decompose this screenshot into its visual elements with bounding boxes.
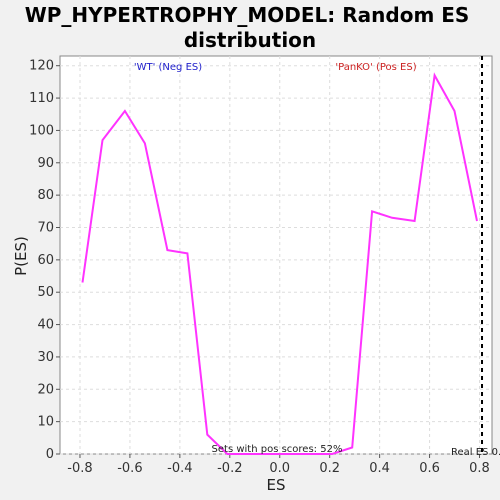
x-tick-label: 0.6 xyxy=(419,461,440,476)
y-tick-label: 50 xyxy=(37,285,54,300)
y-tick-label: 10 xyxy=(37,415,54,430)
x-tick-label: 0.4 xyxy=(369,461,390,476)
y-tick-label: 70 xyxy=(37,220,54,235)
y-tick-label: 40 xyxy=(37,318,54,333)
y-tick-label: 20 xyxy=(37,382,54,397)
x-tick-label: -0.8 xyxy=(67,461,92,476)
pos-scores-label: Sets with pos scores: 52% xyxy=(212,444,343,455)
y-tick-label: 0 xyxy=(46,447,54,462)
x-tick-label: 0.2 xyxy=(319,461,340,476)
x-tick-label: -0.2 xyxy=(217,461,242,476)
y-tick-label: 120 xyxy=(29,59,54,74)
y-tick-label: 110 xyxy=(29,91,54,106)
chart-title-line1: WP_HYPERTROPHY_MODEL: Random ES xyxy=(25,3,470,27)
real-es-label: Real ES 0. xyxy=(451,447,500,458)
plot-area xyxy=(59,55,493,455)
x-tick-label: -0.6 xyxy=(117,461,142,476)
x-tick-label: 0.0 xyxy=(269,461,290,476)
neg-es-label: 'WT' (Neg ES) xyxy=(134,62,202,73)
y-tick-label: 90 xyxy=(37,156,54,171)
y-tick-label: 100 xyxy=(29,123,54,138)
y-axis-label: P(ES) xyxy=(12,236,30,276)
x-tick-label: 0.8 xyxy=(469,461,490,476)
chart-title-line2: distribution xyxy=(184,28,316,52)
grid xyxy=(60,56,492,455)
x-tick-label: -0.4 xyxy=(167,461,192,476)
series-line xyxy=(81,72,478,455)
y-tick-label: 80 xyxy=(37,188,54,203)
y-tick-label: 60 xyxy=(37,253,54,268)
axis-ticks: 0 10 20 30 40 50 60 70 80 90 100 110 120 -0.8 -0.6 -0.4… xyxy=(29,59,490,476)
y-tick-label: 30 xyxy=(37,350,54,365)
x-axis-label: ES xyxy=(267,476,286,494)
pos-es-label: 'PanKO' (Pos ES) xyxy=(335,62,416,73)
